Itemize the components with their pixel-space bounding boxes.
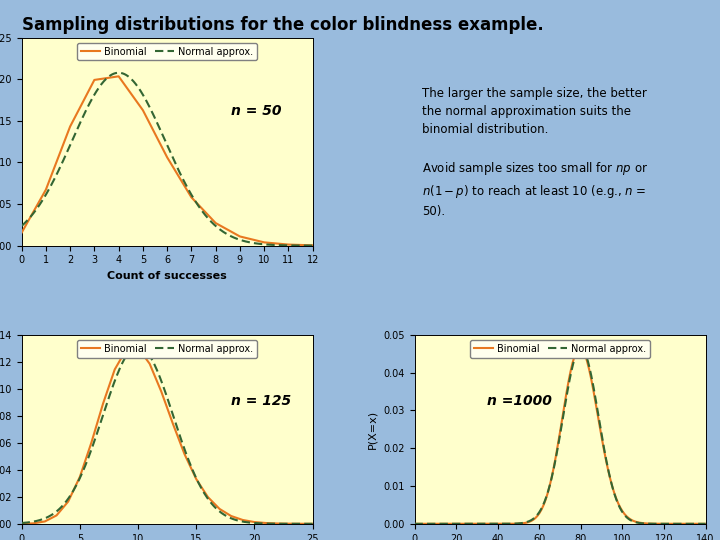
Text: n =1000: n =1000 xyxy=(487,394,552,408)
Legend: Binomial, Normal approx.: Binomial, Normal approx. xyxy=(470,340,650,357)
Y-axis label: P(X=x): P(X=x) xyxy=(368,410,378,449)
X-axis label: Count of successes: Count of successes xyxy=(107,271,227,281)
Text: The larger the sample size, the better
the normal approximation suits the
binomi: The larger the sample size, the better t… xyxy=(422,86,648,218)
Text: n = 50: n = 50 xyxy=(231,104,282,118)
Text: n = 125: n = 125 xyxy=(231,394,292,408)
Legend: Binomial, Normal approx.: Binomial, Normal approx. xyxy=(77,340,257,357)
Text: Sampling distributions for the color blindness example.: Sampling distributions for the color bli… xyxy=(22,16,544,34)
Legend: Binomial, Normal approx.: Binomial, Normal approx. xyxy=(77,43,257,60)
